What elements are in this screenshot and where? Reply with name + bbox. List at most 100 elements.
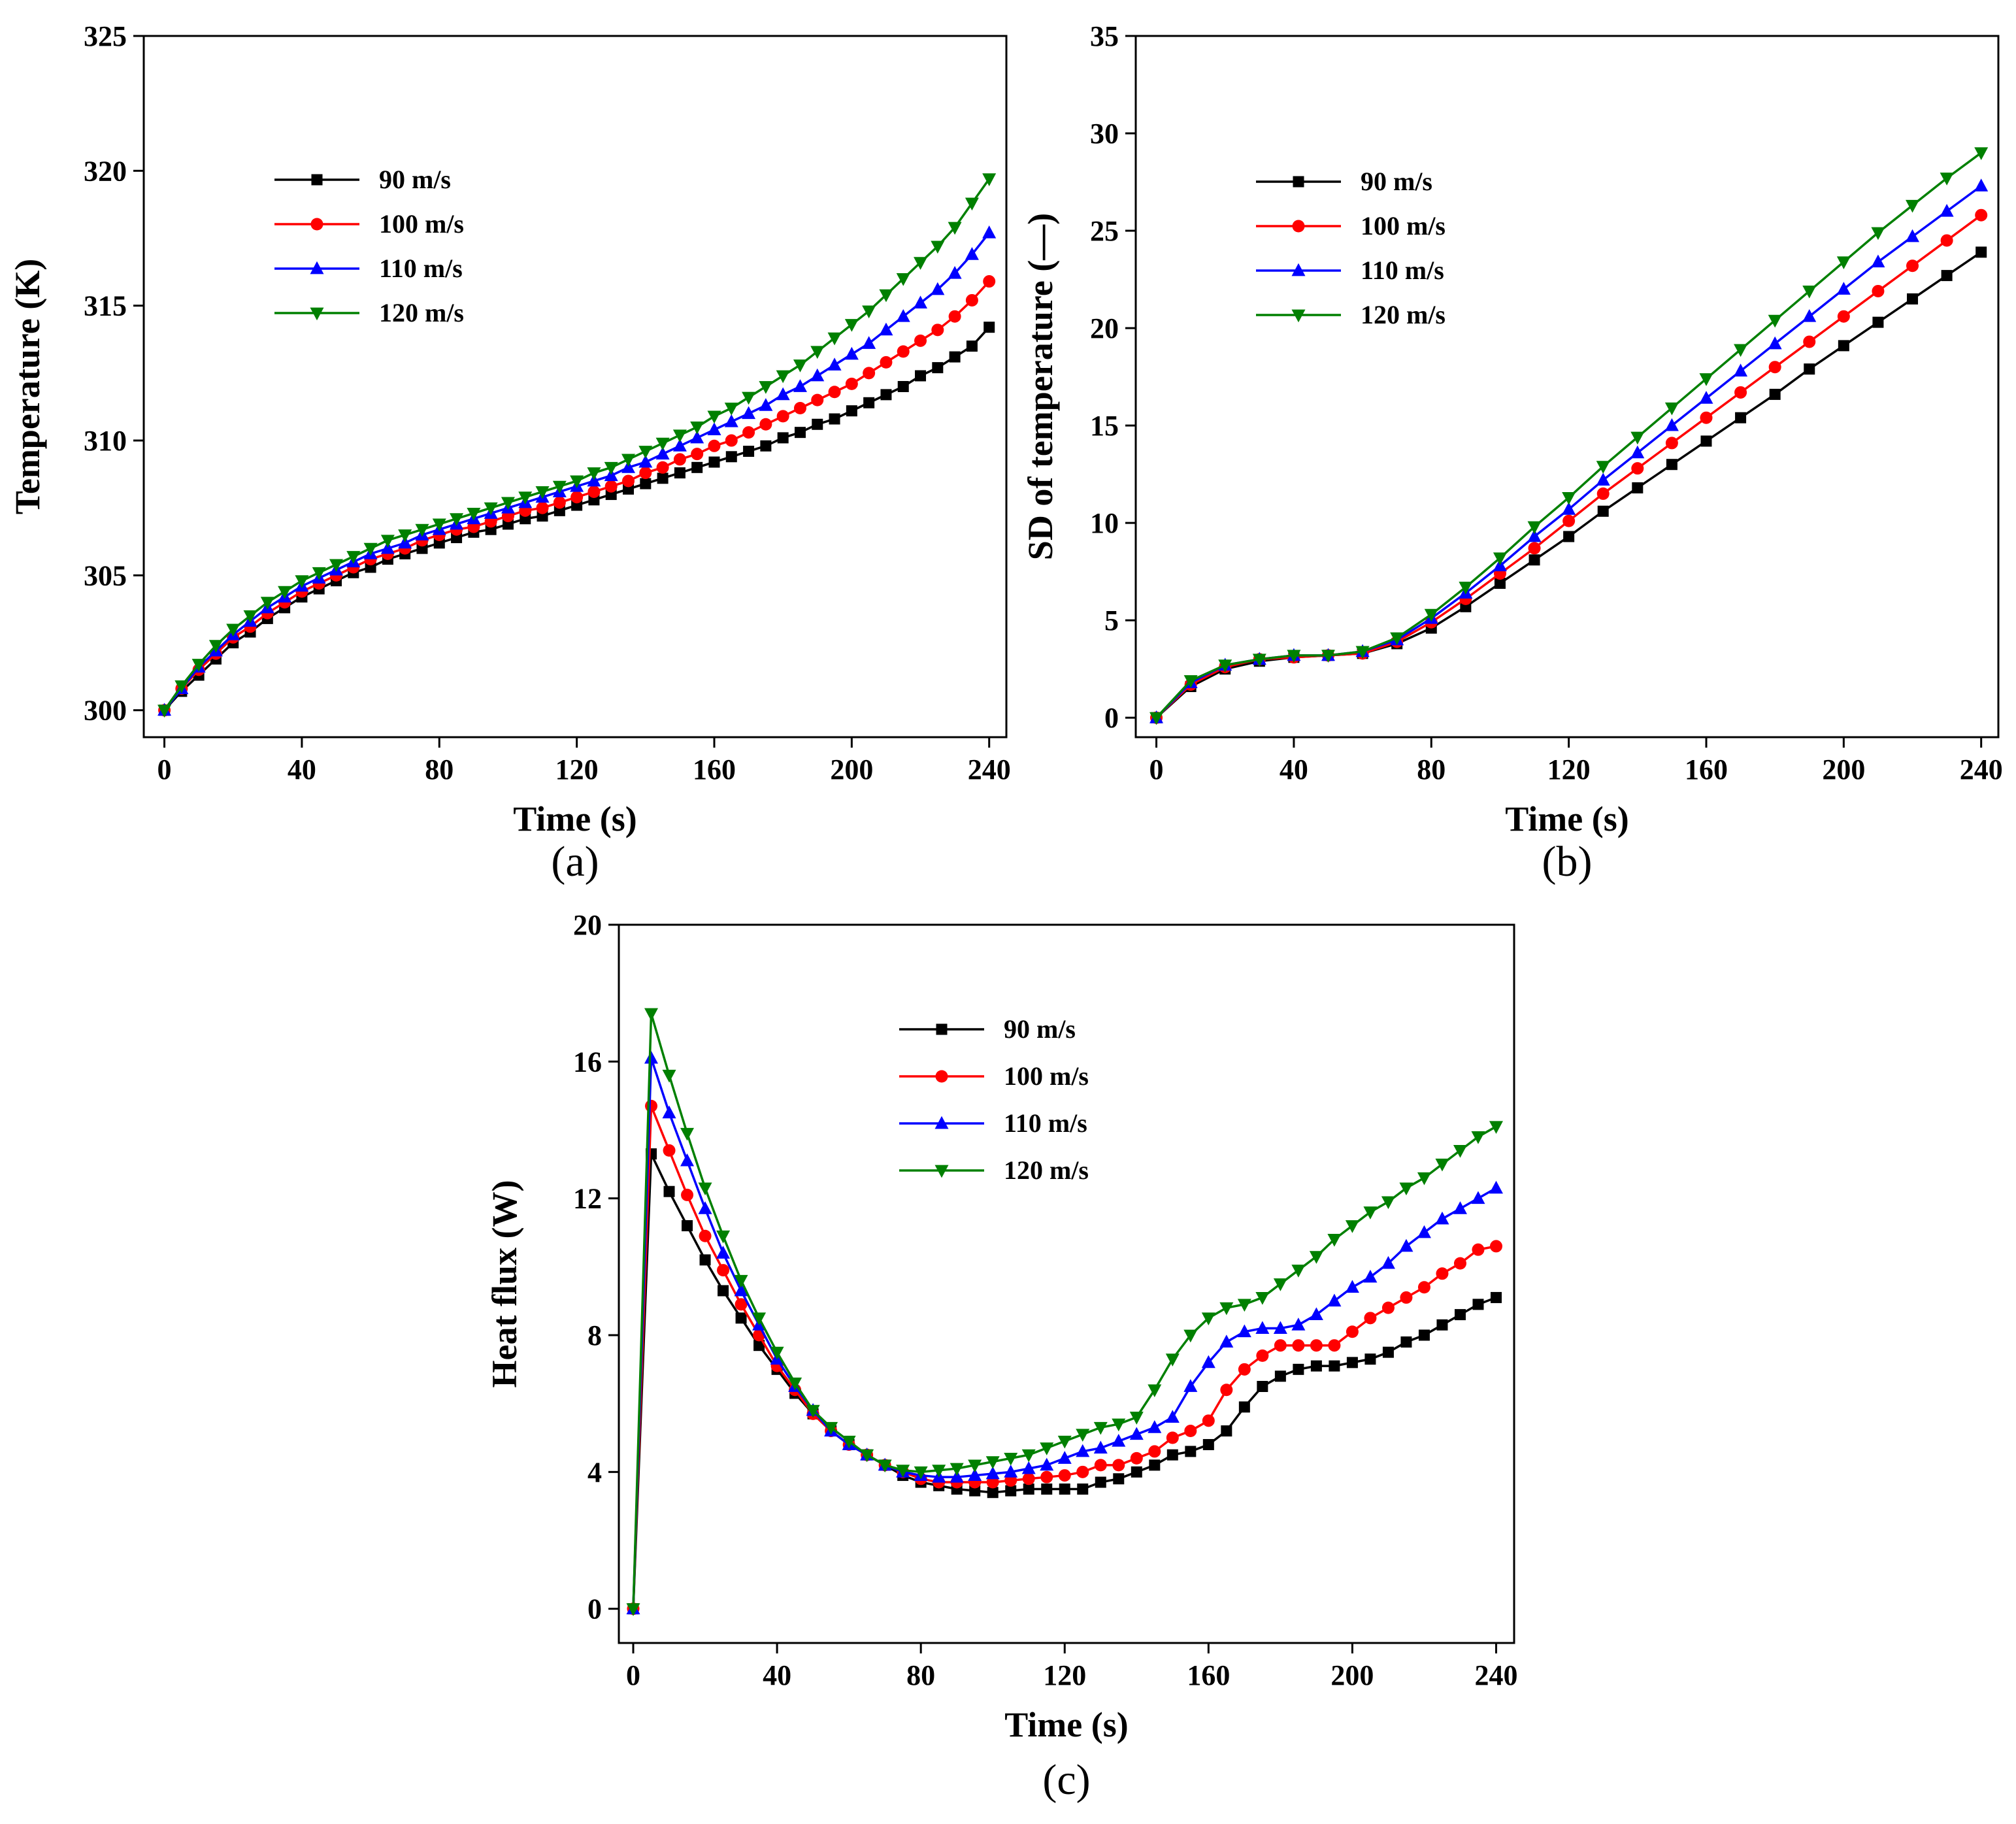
data-point xyxy=(1768,361,1781,374)
data-point xyxy=(672,439,687,452)
data-point xyxy=(896,308,910,322)
data-point xyxy=(243,610,257,623)
series-120-m-s xyxy=(157,173,997,718)
data-point xyxy=(1836,256,1851,269)
data-point xyxy=(535,486,550,499)
data-point xyxy=(1424,608,1438,622)
data-point xyxy=(484,502,498,516)
data-point xyxy=(1838,340,1849,352)
legend-label: 120 m/s xyxy=(1361,300,1446,329)
data-point xyxy=(691,448,704,461)
legend-marker xyxy=(310,261,324,274)
data-point xyxy=(1837,310,1850,323)
data-point xyxy=(690,430,704,444)
data-point xyxy=(329,559,344,572)
data-point xyxy=(1436,1267,1449,1280)
data-point xyxy=(1417,1172,1431,1186)
data-point xyxy=(1112,1459,1125,1472)
data-point xyxy=(1077,1484,1089,1495)
y-tick-label: 305 xyxy=(84,559,127,591)
data-point xyxy=(1906,229,1920,242)
data-point xyxy=(1237,1299,1251,1312)
y-tick-label: 25 xyxy=(1090,215,1119,247)
y-tick-label: 4 xyxy=(587,1456,602,1488)
y-tick-label: 325 xyxy=(84,20,127,52)
panel-caption: (b) xyxy=(1542,838,1593,886)
data-point xyxy=(863,367,876,380)
data-point xyxy=(1076,1444,1090,1457)
data-point xyxy=(708,439,721,452)
x-tick-label: 200 xyxy=(1330,1659,1374,1691)
data-point xyxy=(824,1421,838,1435)
data-point xyxy=(380,535,395,548)
data-point xyxy=(699,1254,711,1266)
data-point xyxy=(1355,646,1370,659)
data-point xyxy=(662,1069,676,1083)
data-point xyxy=(1238,1363,1251,1376)
data-point xyxy=(1201,1312,1215,1326)
series-110-m-s xyxy=(157,225,997,716)
y-tick-label: 16 xyxy=(573,1046,602,1078)
data-point xyxy=(931,240,945,254)
panel-caption: (c) xyxy=(1042,1756,1090,1804)
data-point xyxy=(662,1105,676,1119)
data-point xyxy=(1183,675,1198,688)
data-point xyxy=(1527,529,1542,542)
data-point xyxy=(645,1099,658,1112)
x-tick-label: 160 xyxy=(693,754,736,786)
data-point xyxy=(827,357,842,371)
data-point xyxy=(724,414,738,427)
data-point xyxy=(759,381,773,394)
data-point xyxy=(604,480,618,493)
legend-label: 100 m/s xyxy=(1361,211,1446,240)
x-tick-label: 160 xyxy=(1187,1659,1230,1691)
data-point xyxy=(983,322,995,333)
data-point xyxy=(1699,391,1713,404)
data-point xyxy=(1004,1465,1018,1478)
data-point xyxy=(346,551,361,564)
data-point xyxy=(1274,1339,1287,1352)
data-point xyxy=(1489,1121,1503,1134)
data-point xyxy=(536,501,549,514)
data-point xyxy=(1364,1353,1376,1365)
data-point xyxy=(587,485,601,498)
data-point xyxy=(742,426,755,439)
data-point xyxy=(717,1264,730,1277)
x-tick-label: 80 xyxy=(425,754,454,786)
data-point xyxy=(680,1127,695,1141)
legend-label: 110 m/s xyxy=(1361,256,1444,285)
y-tick-label: 10 xyxy=(1090,507,1119,539)
data-point xyxy=(1346,1357,1358,1368)
data-point xyxy=(1112,1434,1126,1447)
x-axis-label: Time (s) xyxy=(513,799,636,838)
data-point xyxy=(655,437,670,451)
data-point xyxy=(1309,1251,1323,1264)
legend-entry: 100 m/s xyxy=(274,209,464,239)
data-point xyxy=(743,446,755,457)
y-tick-label: 12 xyxy=(573,1183,602,1215)
data-point xyxy=(1381,1196,1395,1210)
series-90-m-s xyxy=(1151,246,1987,723)
y-tick-label: 320 xyxy=(84,155,127,187)
legend-marker xyxy=(310,218,323,231)
data-point xyxy=(759,418,772,431)
data-point xyxy=(208,640,223,653)
data-point xyxy=(1563,531,1575,542)
data-point xyxy=(776,370,790,384)
y-axis-label: Heat flux (W) xyxy=(485,1180,524,1388)
x-tick-label: 120 xyxy=(1043,1659,1086,1691)
data-point xyxy=(1220,1384,1233,1397)
data-point xyxy=(1095,1476,1106,1488)
data-point xyxy=(1940,234,1953,247)
data-point xyxy=(983,275,996,288)
data-point xyxy=(1346,1325,1359,1338)
data-point xyxy=(1112,1418,1126,1432)
data-point xyxy=(1310,1339,1323,1352)
x-tick-label: 240 xyxy=(1960,754,2003,786)
data-point xyxy=(638,454,653,468)
data-point xyxy=(1836,282,1851,295)
data-point xyxy=(174,680,189,693)
data-point xyxy=(752,1312,767,1326)
data-point xyxy=(698,1201,712,1214)
data-point xyxy=(1872,316,1884,328)
